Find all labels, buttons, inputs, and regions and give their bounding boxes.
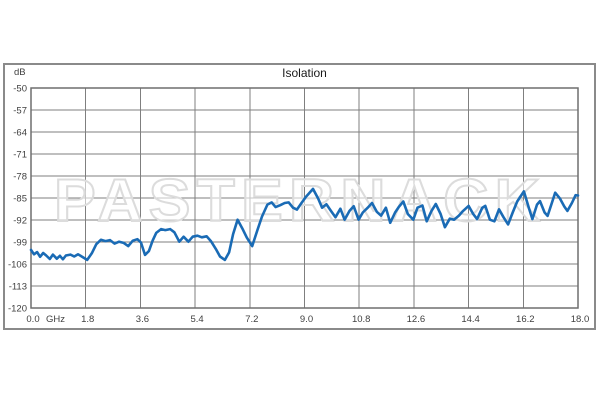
x-axis-unit-label: GHz (46, 314, 65, 325)
y-axis-unit-label: dB (14, 67, 26, 78)
y-tick-label: -57 (13, 106, 27, 117)
x-tick-label: 0.0 (26, 314, 39, 325)
y-tick-label: -120 (8, 304, 27, 315)
y-tick-label: -50 (13, 84, 27, 95)
isolation-curve (29, 187, 580, 262)
x-tick-label: 1.8 (81, 314, 94, 325)
x-tick-label: 7.2 (245, 314, 258, 325)
x-tick-label: 3.6 (136, 314, 149, 325)
x-tick-label: 12.6 (407, 314, 426, 325)
y-axis-labels: -50 -57 -64 -71 -78 -85 -92 -99 -106 -113 -120 (8, 84, 27, 315)
x-axis-labels: 0.0 1.8 3.6 5.4 7.2 9.0 10.8 12.6 14.4 16.2 18.0 GH… (26, 314, 589, 325)
plot-border (30, 87, 579, 309)
x-tick-label: 5.4 (190, 314, 203, 325)
y-tick-label: -99 (13, 238, 27, 249)
y-tick-label: -113 (9, 282, 27, 293)
y-tick-label: -85 (13, 194, 27, 205)
x-tick-label: 9.0 (300, 314, 313, 325)
x-tick-label: 16.2 (516, 314, 535, 325)
y-tick-label: -64 (13, 128, 27, 139)
y-tick-label: -71 (13, 150, 27, 161)
y-tick-label: -106 (8, 260, 27, 271)
x-tick-label: 10.8 (352, 314, 371, 325)
x-tick-label: 18.0 (571, 314, 590, 325)
curve-path (29, 187, 580, 262)
y-tick-label: -92 (13, 216, 27, 227)
chart-title: Isolation (282, 66, 327, 80)
x-tick-label: 14.4 (461, 314, 480, 325)
watermark: PASTERNACK (54, 167, 546, 234)
y-tick-label: -78 (13, 172, 27, 183)
